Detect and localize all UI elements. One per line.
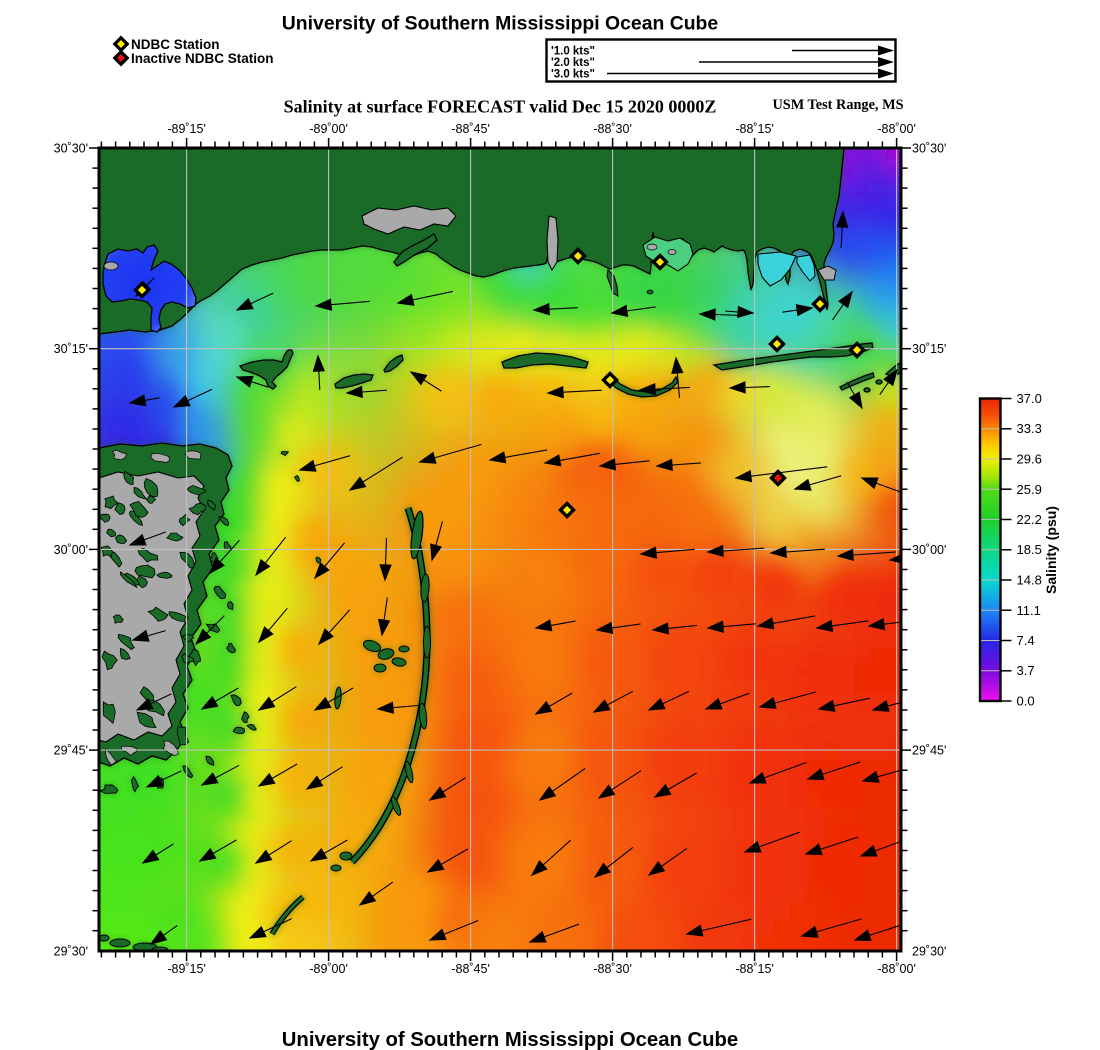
svg-text:29˚45': 29˚45' xyxy=(912,744,946,758)
svg-text:-88˚45': -88˚45' xyxy=(451,122,490,136)
svg-text:'1.0 kts": '1.0 kts" xyxy=(551,46,595,58)
svg-text:-88˚30': -88˚30' xyxy=(593,122,632,136)
svg-text:37.0: 37.0 xyxy=(1017,391,1042,406)
svg-text:Salinity at surface FORECAST v: Salinity at surface FORECAST valid Dec 1… xyxy=(284,97,717,117)
svg-text:-88˚00': -88˚00' xyxy=(877,962,916,976)
svg-text:22.2: 22.2 xyxy=(1017,512,1042,527)
svg-text:30˚30': 30˚30' xyxy=(54,142,88,156)
svg-text:-89˚15': -89˚15' xyxy=(167,122,206,136)
svg-text:30˚00': 30˚00' xyxy=(912,543,946,557)
svg-text:-88˚00': -88˚00' xyxy=(877,122,916,136)
svg-text:30˚00': 30˚00' xyxy=(54,543,88,557)
svg-text:18.5: 18.5 xyxy=(1017,542,1042,557)
svg-text:-88˚45': -88˚45' xyxy=(451,962,490,976)
svg-text:-88˚30': -88˚30' xyxy=(593,962,632,976)
svg-text:11.1: 11.1 xyxy=(1017,603,1041,618)
svg-text:25.9: 25.9 xyxy=(1017,482,1042,497)
svg-text:30˚15': 30˚15' xyxy=(54,342,88,356)
svg-text:'2.0 kts": '2.0 kts" xyxy=(551,57,595,69)
svg-text:USM Test Range, MS: USM Test Range, MS xyxy=(772,97,903,113)
svg-text:33.3: 33.3 xyxy=(1017,421,1042,436)
svg-text:Inactive NDBC Station: Inactive NDBC Station xyxy=(131,51,274,66)
svg-text:Salinity (psu): Salinity (psu) xyxy=(1043,506,1059,594)
svg-text:3.7: 3.7 xyxy=(1017,663,1035,678)
svg-text:29˚30': 29˚30' xyxy=(54,944,88,958)
svg-text:-88˚15': -88˚15' xyxy=(735,122,774,136)
svg-text:0.0: 0.0 xyxy=(1017,694,1035,709)
svg-text:30˚15': 30˚15' xyxy=(912,342,946,356)
svg-text:-89˚00': -89˚00' xyxy=(309,962,348,976)
svg-text:29˚30': 29˚30' xyxy=(912,944,946,958)
svg-text:-89˚00': -89˚00' xyxy=(309,122,348,136)
svg-text:NDBC Station: NDBC Station xyxy=(131,37,220,52)
svg-text:30˚30': 30˚30' xyxy=(912,142,946,156)
svg-text:'3.0 kts": '3.0 kts" xyxy=(551,69,595,81)
svg-text:University of Southern Mississ: University of Southern Mississippi Ocean… xyxy=(282,13,719,35)
svg-text:-88˚15': -88˚15' xyxy=(735,962,774,976)
svg-text:University of Southern Mississ: University of Southern Mississippi Ocean… xyxy=(282,1029,738,1050)
svg-text:29˚45': 29˚45' xyxy=(54,744,88,758)
svg-text:7.4: 7.4 xyxy=(1017,633,1035,648)
svg-text:-89˚15': -89˚15' xyxy=(167,962,206,976)
svg-text:14.8: 14.8 xyxy=(1017,573,1042,588)
svg-text:29.6: 29.6 xyxy=(1017,452,1042,467)
